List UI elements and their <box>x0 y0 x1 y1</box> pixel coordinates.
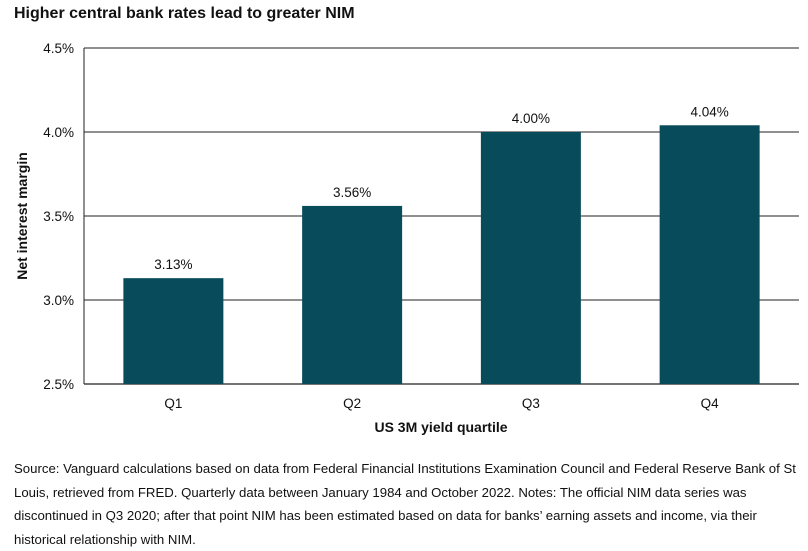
y-tick-label: 4.5% <box>43 41 74 56</box>
y-tick-label: 3.0% <box>43 293 74 308</box>
data-label: 4.00% <box>512 111 550 126</box>
bar <box>659 125 760 384</box>
bar <box>480 132 581 384</box>
y-tick-label: 2.5% <box>43 377 74 392</box>
y-tick-labels: 2.5% 3.0% 3.5% 4.0% 4.5% <box>43 41 74 392</box>
data-label: 3.56% <box>333 185 371 200</box>
y-axis-label: Net interest margin <box>14 152 30 280</box>
y-tick-label: 4.0% <box>43 125 74 140</box>
chart-title: Higher central bank rates lead to greate… <box>14 5 355 22</box>
y-tick-label: 3.5% <box>43 209 74 224</box>
bar-chart: 3.13% 3.56% 4.00% 4.04% 2.5% 3.0% 3.5% 4.0% 4.5… <box>14 41 799 435</box>
x-tick-label: Q4 <box>701 396 720 411</box>
bar <box>123 278 224 384</box>
bar <box>302 205 403 384</box>
x-tick-label: Q1 <box>164 396 182 411</box>
data-label: 4.04% <box>690 104 728 119</box>
bars <box>123 125 760 384</box>
data-labels: 3.13% 3.56% 4.00% 4.04% <box>154 104 729 272</box>
x-axis-label: US 3M yield quartile <box>374 419 507 435</box>
x-tick-labels: Q1 Q2 Q3 Q4 <box>164 396 719 411</box>
data-label: 3.13% <box>154 257 192 272</box>
x-tick-label: Q2 <box>343 396 361 411</box>
x-tick-label: Q3 <box>522 396 540 411</box>
source-note: Source: Vanguard calculations based on d… <box>14 461 796 547</box>
